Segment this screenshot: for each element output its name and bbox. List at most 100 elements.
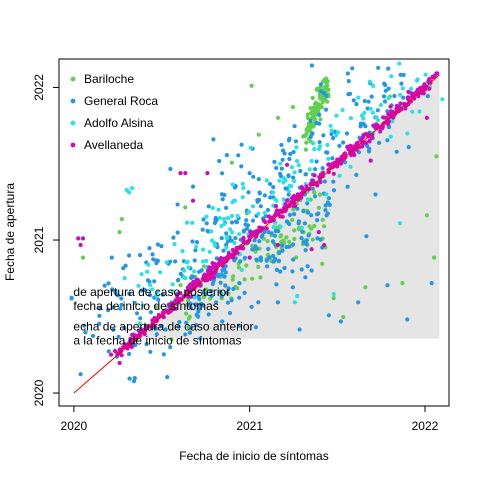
data-point	[270, 239, 276, 244]
data-point	[309, 63, 314, 68]
data-point	[268, 195, 273, 200]
data-point	[366, 99, 371, 104]
data-point	[141, 303, 146, 308]
data-point	[147, 293, 153, 298]
data-point	[229, 160, 234, 165]
data-point	[258, 275, 263, 280]
data-point	[253, 325, 258, 330]
data-point	[386, 96, 391, 101]
data-point	[150, 287, 155, 292]
data-point	[171, 235, 176, 240]
legend-label: Bariloche	[84, 72, 134, 86]
data-point	[242, 255, 248, 260]
data-point	[294, 255, 299, 260]
data-point	[175, 202, 180, 207]
data-point	[305, 112, 310, 117]
data-point	[219, 192, 224, 197]
data-point	[263, 220, 268, 225]
data-point	[209, 293, 214, 298]
data-point	[231, 286, 236, 292]
data-point	[172, 242, 177, 247]
data-point	[324, 192, 329, 197]
data-point	[173, 259, 178, 264]
data-point	[318, 179, 323, 185]
data-point	[432, 255, 437, 260]
data-point	[326, 162, 331, 167]
data-point	[294, 145, 299, 150]
data-point	[219, 294, 224, 299]
data-point	[434, 71, 439, 76]
data-point	[384, 115, 389, 121]
data-point	[310, 178, 315, 183]
data-point	[381, 94, 387, 99]
data-point	[267, 255, 272, 260]
data-point	[204, 214, 209, 219]
data-point	[247, 209, 252, 215]
data-point	[178, 291, 183, 296]
data-point	[307, 128, 312, 133]
data-point	[263, 214, 268, 219]
data-point	[291, 204, 296, 209]
data-point	[139, 272, 144, 277]
data-point	[210, 205, 215, 211]
data-point	[144, 342, 149, 347]
data-point	[193, 302, 198, 307]
data-point	[282, 151, 287, 156]
data-point	[274, 282, 279, 287]
data-point	[424, 213, 429, 218]
data-point	[152, 279, 157, 284]
data-point	[356, 95, 361, 100]
data-point	[254, 229, 259, 234]
data-point	[275, 115, 281, 120]
data-point	[209, 288, 214, 294]
data-point	[312, 223, 317, 229]
data-point	[262, 193, 267, 198]
data-point	[192, 281, 197, 286]
data-point	[275, 300, 281, 305]
data-point	[314, 159, 319, 164]
data-point	[247, 171, 252, 176]
data-point	[318, 89, 324, 94]
data-point	[237, 232, 242, 237]
data-point	[284, 244, 289, 250]
data-point	[278, 171, 283, 176]
data-point	[199, 301, 204, 307]
data-point	[69, 295, 74, 300]
data-point	[290, 217, 295, 223]
data-point	[292, 124, 297, 129]
data-point	[239, 142, 244, 147]
data-point	[321, 133, 326, 138]
data-point	[331, 291, 336, 297]
y-tick-label: 2022	[32, 74, 46, 101]
data-point	[80, 236, 86, 241]
data-point	[97, 321, 102, 326]
data-point	[405, 131, 410, 136]
data-point	[224, 245, 229, 250]
data-point	[355, 140, 360, 145]
data-point	[409, 91, 414, 96]
data-point	[360, 135, 366, 140]
data-point	[292, 236, 297, 242]
data-point	[250, 243, 255, 248]
legend: Bariloche General Roca Adolfo Alsina Avella…	[70, 72, 158, 152]
data-point	[213, 262, 218, 267]
legend-item: Avellaneda	[70, 138, 143, 152]
data-point	[274, 198, 279, 203]
data-point	[312, 194, 318, 199]
data-point	[279, 233, 284, 238]
data-point	[275, 242, 281, 248]
data-point	[225, 300, 230, 305]
data-point	[250, 247, 255, 252]
data-point	[423, 72, 428, 77]
data-point	[363, 140, 369, 145]
data-point	[247, 234, 252, 239]
data-point	[405, 317, 410, 322]
data-point	[271, 253, 276, 259]
data-point	[308, 134, 313, 139]
data-point	[301, 209, 306, 214]
data-point	[376, 65, 381, 70]
data-point	[216, 274, 221, 279]
data-point	[323, 203, 328, 208]
x-tick-label: 2022	[412, 419, 439, 433]
